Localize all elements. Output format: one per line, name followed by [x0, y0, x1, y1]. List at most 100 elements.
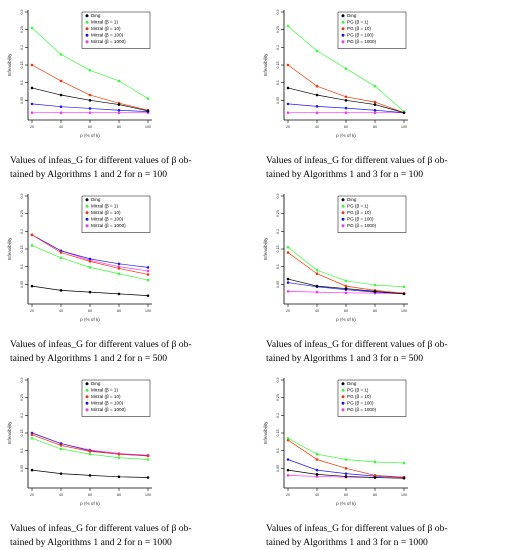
legend-label: Ding — [91, 13, 101, 18]
x-tick-label: 40 — [315, 493, 319, 497]
data-point — [146, 273, 150, 276]
legend-marker — [341, 33, 345, 37]
legend-label: Ding — [347, 13, 357, 18]
y-tick-label: 0.1 — [276, 80, 280, 85]
data-point — [373, 283, 377, 287]
y-tick-label: 0.15 — [20, 430, 24, 437]
data-point — [286, 468, 290, 472]
caption-line-2: tained by Algorithms 1 and 3 for n = 100… — [266, 537, 428, 548]
data-point — [315, 268, 319, 272]
figure-caption-4: Values of infeas_G for different values … — [266, 338, 502, 366]
legend-label: Mirzal (β = 1) — [91, 204, 118, 209]
y-tick-label: 0.1 — [20, 80, 24, 85]
data-point — [402, 285, 406, 289]
data-point — [286, 474, 290, 477]
legend-label: Mirzal (β = 1000) — [91, 407, 126, 412]
legend-label: Mirzal (β = 1) — [91, 388, 118, 393]
data-point — [59, 111, 63, 114]
data-point — [286, 290, 290, 293]
data-point — [286, 277, 290, 281]
data-point — [30, 233, 34, 237]
y-tick-label: 0.15 — [276, 430, 280, 437]
data-point — [30, 63, 34, 67]
legend-label: PG (β = 10) — [347, 210, 371, 215]
y-tick-label: 0.2 — [20, 45, 24, 50]
legend-label: PG (β = 1) — [347, 20, 369, 25]
legend-marker — [85, 395, 89, 399]
y-tick-label: 0.25 — [276, 394, 280, 401]
data-point — [344, 291, 348, 295]
legend-marker — [85, 408, 89, 412]
figure-caption-1: Values of infeas_G for different values … — [10, 154, 246, 182]
caption-line-2: tained by Algorithms 1 and 2 for n = 100… — [10, 537, 172, 548]
y-tick-label: 0.3 — [20, 10, 24, 15]
x-tick-label: 40 — [59, 493, 63, 497]
data-point — [117, 456, 121, 460]
caption-line-2: tained by Algorithms 1 and 2 for n = 500 — [10, 353, 168, 364]
legend-marker — [85, 204, 89, 208]
data-point — [373, 100, 377, 104]
data-point — [344, 111, 348, 114]
data-point — [344, 458, 348, 461]
data-point — [286, 86, 290, 90]
data-point — [373, 108, 377, 112]
data-point — [146, 269, 150, 273]
legend-label: Mirzal (β = 100) — [91, 401, 124, 406]
legend-marker — [341, 382, 345, 386]
legend-label: PG (β = 1) — [347, 388, 369, 393]
x-tick-label: 100 — [401, 309, 407, 313]
y-axis-label: Infeasibility — [7, 53, 12, 76]
x-tick-label: 60 — [88, 493, 92, 497]
x-axis-label: p (% of k) — [336, 501, 356, 506]
x-axis-label: p (% of k) — [336, 317, 356, 322]
data-point — [59, 93, 63, 97]
legend-label: Mirzal (β = 10) — [91, 394, 121, 399]
legend-label: PG (β = 1000) — [347, 407, 377, 412]
data-point — [59, 447, 63, 451]
y-axis-label: Infeasibility — [7, 237, 12, 260]
caption-line-1: Values of infeas_G for different values … — [266, 339, 448, 350]
data-point — [402, 111, 406, 114]
data-point — [117, 111, 121, 114]
y-tick-label: 0.2 — [20, 229, 24, 234]
legend-marker — [85, 33, 89, 37]
data-point — [373, 111, 377, 114]
data-point — [30, 468, 34, 472]
data-point — [315, 452, 319, 456]
legend-box — [337, 379, 407, 417]
data-point — [88, 450, 92, 453]
legend-marker — [341, 20, 345, 24]
y-tick-label: 0.1 — [20, 448, 24, 453]
y-tick-label: 0.3 — [276, 10, 280, 15]
y-tick-label: 0.25 — [20, 26, 24, 33]
caption-line-2: tained by Algorithms 1 and 3 for n = 500 — [266, 353, 424, 364]
figure-panel-4: 0.05 0.1 0.15 0.2 0.25 0.3 20 40 60 80 100 p (% of … — [258, 186, 506, 366]
y-axis-label: Infeasibility — [263, 421, 268, 444]
caption-line-1: Values of infeas_G for different values … — [266, 155, 448, 166]
data-point — [59, 256, 63, 260]
y-tick-label: 0.15 — [20, 246, 24, 253]
x-tick-label: 60 — [344, 125, 348, 129]
y-tick-label: 0.05 — [20, 465, 24, 472]
legend-label: Mirzal (β = 1) — [91, 20, 118, 25]
x-tick-label: 80 — [373, 309, 377, 313]
legend-label: PG (β = 100) — [347, 401, 374, 406]
legend-box — [337, 195, 407, 233]
data-point — [146, 266, 150, 269]
y-tick-label: 0.3 — [20, 378, 24, 383]
data-point — [88, 452, 92, 456]
y-tick-label: 0.25 — [20, 394, 24, 401]
legend-marker — [341, 388, 345, 392]
legend-marker — [341, 204, 345, 208]
legend-label: PG (β = 1) — [347, 204, 369, 209]
data-point — [344, 99, 348, 102]
y-tick-label: 0.15 — [20, 62, 24, 69]
data-point — [30, 284, 34, 288]
y-tick-label: 0.05 — [276, 281, 280, 288]
data-point — [315, 49, 319, 53]
data-point — [117, 267, 121, 270]
y-tick-label: 0.15 — [276, 62, 280, 69]
data-point — [344, 467, 348, 470]
data-point — [373, 84, 377, 88]
data-point — [315, 105, 319, 108]
